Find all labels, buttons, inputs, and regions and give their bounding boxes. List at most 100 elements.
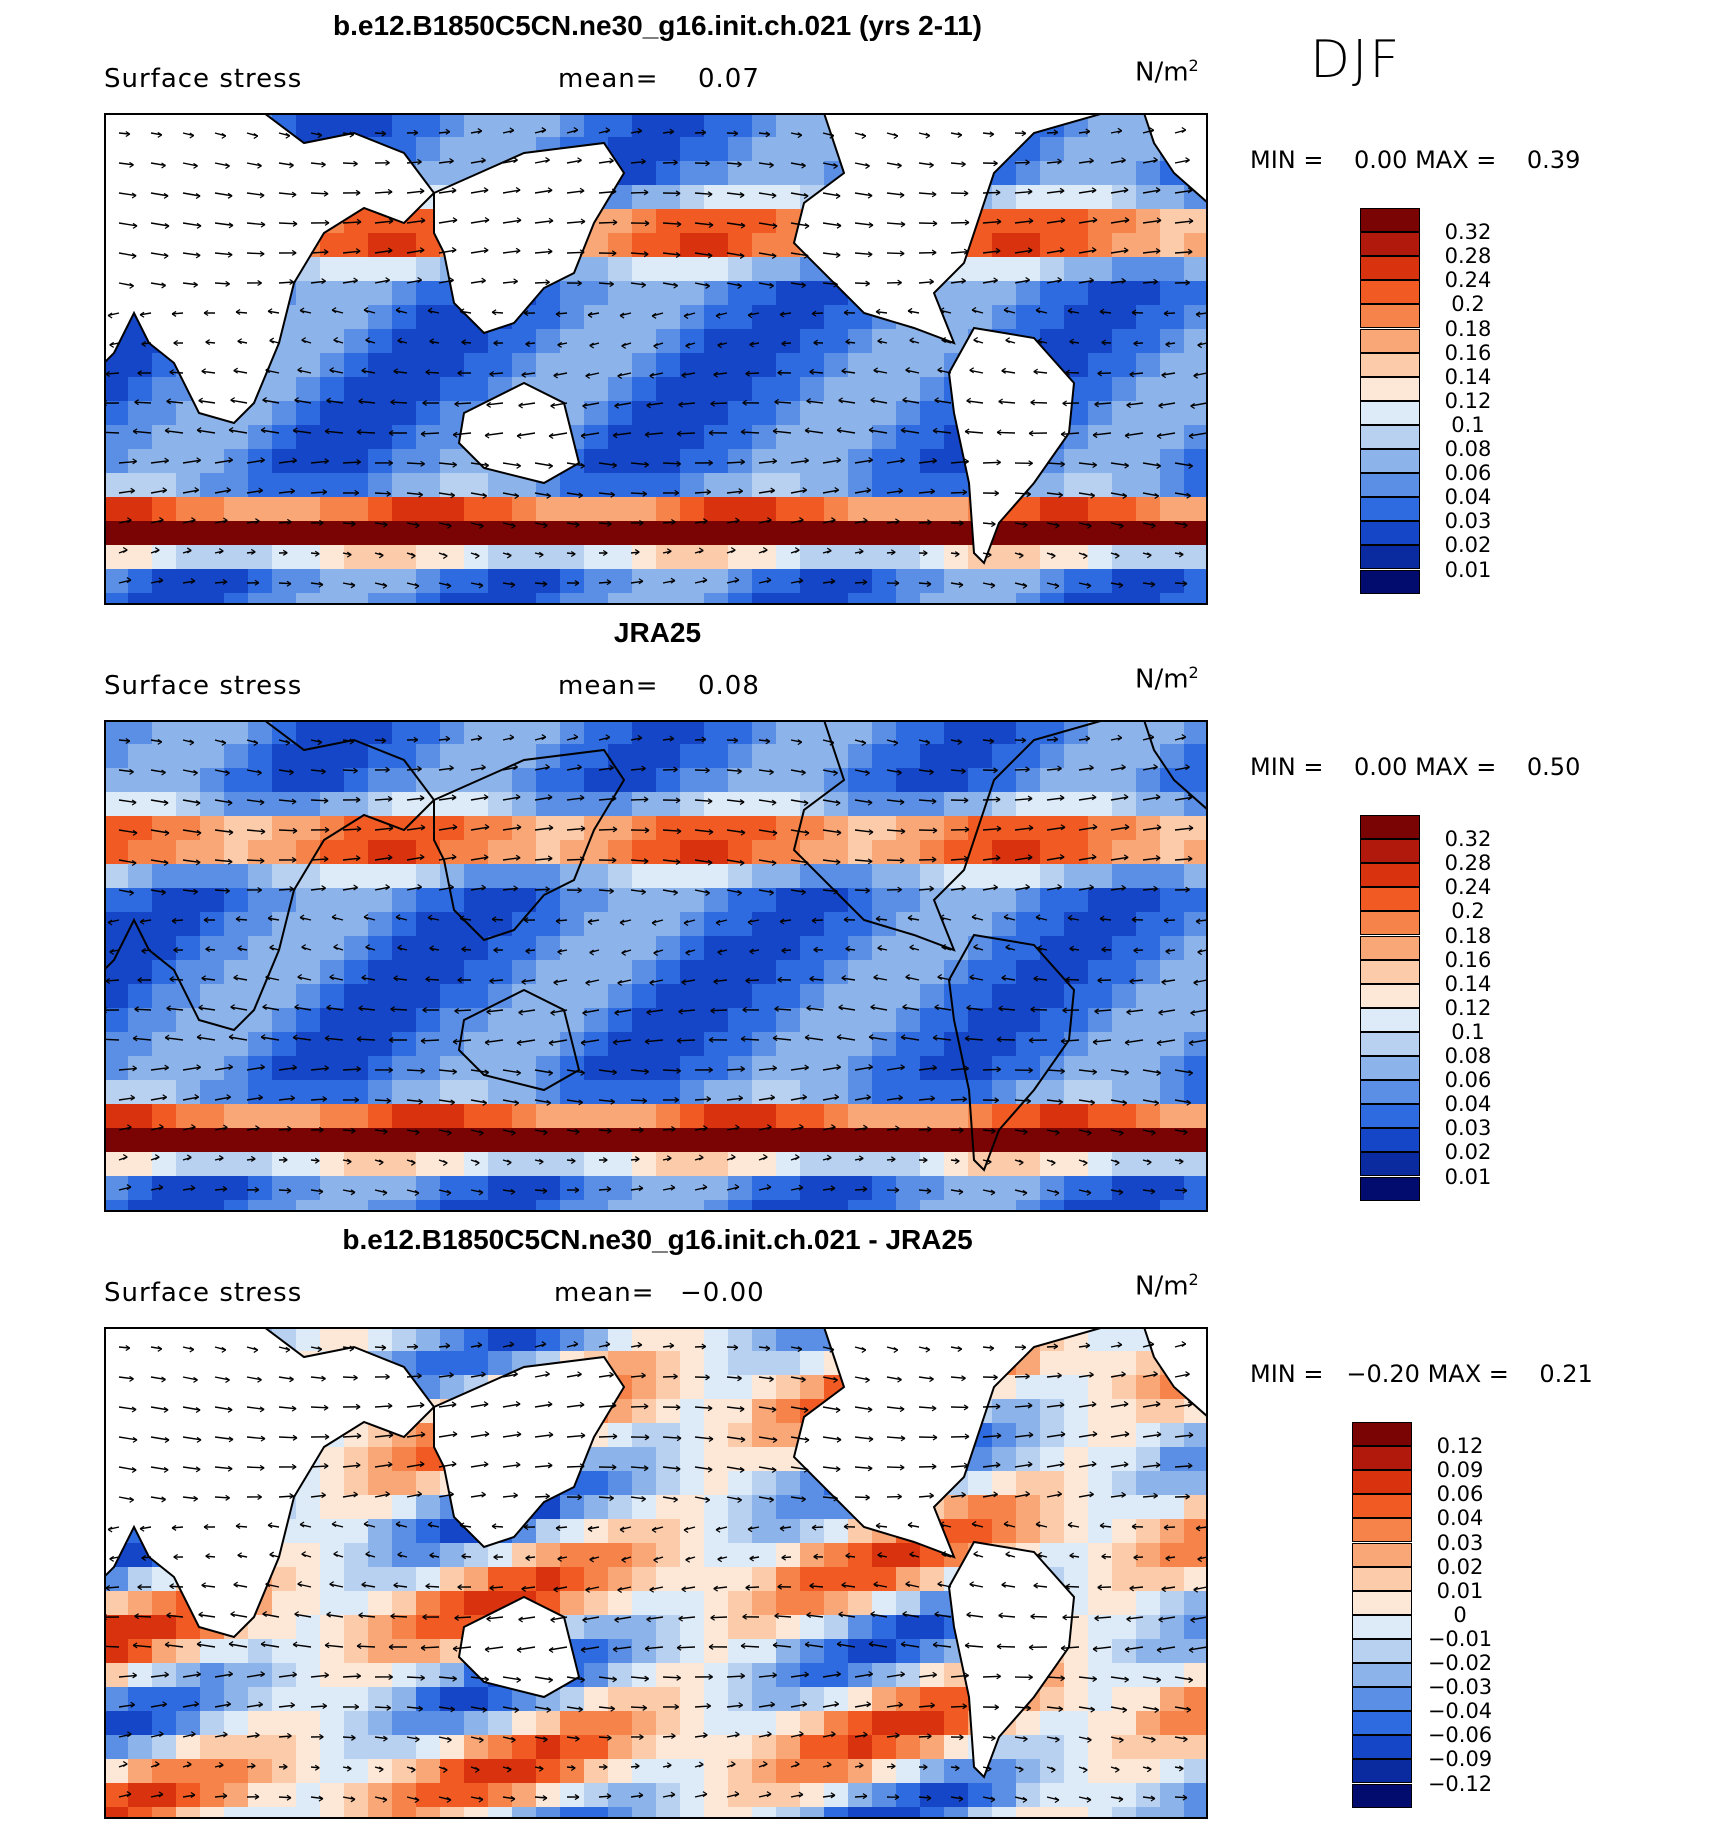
- colorbar-label: 0.04: [1444, 1092, 1492, 1117]
- colorbar-label: 0.1: [1451, 1019, 1485, 1044]
- colorbar-box: [1352, 1590, 1412, 1615]
- panel-2-mean-label: mean=: [558, 671, 659, 701]
- colorbar-label: 0.12: [1444, 995, 1492, 1020]
- land-mass: [457, 1595, 581, 1699]
- colorbar-label: 0.06: [1444, 461, 1492, 486]
- colorbar-label: 0.02: [1436, 1554, 1484, 1579]
- panel-3-mean-label: mean=: [554, 1278, 655, 1308]
- land-mass: [104, 1327, 436, 1639]
- colorbar-box: [1352, 1566, 1412, 1591]
- min-label: MIN =: [1250, 1360, 1324, 1388]
- max-value: 0.21: [1539, 1360, 1593, 1388]
- colorbar-box: [1352, 1735, 1412, 1760]
- colorbar-box: [1360, 839, 1420, 864]
- colorbar-label: 0.14: [1444, 971, 1492, 996]
- panel-3-colorbar: 0.12 0.09 0.06 0.04 0.03 0.02 0.01 0 −0.01 −0.02−…: [1352, 1422, 1492, 1808]
- colorbar-box: [1360, 1007, 1420, 1032]
- max-value: 0.39: [1526, 146, 1581, 174]
- colorbar-box: [1360, 497, 1420, 522]
- colorbar-box: [1360, 863, 1420, 888]
- colorbar-label: 0.12: [1444, 388, 1492, 413]
- map-frame: [104, 113, 1208, 605]
- colorbar-box: [1360, 521, 1420, 546]
- colorbar-box: [1352, 1687, 1412, 1712]
- colorbar-label: −0.03: [1427, 1675, 1493, 1700]
- colorbar-box: [1352, 1446, 1412, 1471]
- panel-2-variable: Surface stress: [104, 671, 303, 701]
- colorbar-label: 0.16: [1444, 340, 1492, 365]
- colorbar-label: 0.16: [1444, 947, 1492, 972]
- max-label: MAX =: [1427, 1360, 1509, 1388]
- colorbar-box: [1352, 1422, 1412, 1446]
- colorbar-label: 0.08: [1444, 437, 1492, 461]
- coastline: [104, 720, 436, 1032]
- panel-3-variable: Surface stress: [104, 1278, 303, 1308]
- colorbar-box: [1360, 815, 1420, 839]
- colorbar-box: [1360, 545, 1420, 570]
- colorbar-box: [1360, 449, 1420, 473]
- land-mass: [1142, 1327, 1208, 1419]
- colorbar-box: [1360, 256, 1420, 281]
- panel-1-units: N/m2: [1135, 56, 1199, 88]
- land-mass: [1142, 113, 1208, 205]
- colorbar-label: 0.28: [1444, 851, 1492, 876]
- colorbar-label: −0.01: [1427, 1626, 1493, 1651]
- min-value: 0.00: [1354, 146, 1408, 174]
- colorbar-label: 0.24: [1444, 268, 1492, 293]
- colorbar-label: −0.06: [1427, 1723, 1493, 1748]
- colorbar-box: [1360, 424, 1420, 449]
- colorbar-label: −0.09: [1427, 1747, 1493, 1772]
- land-mass: [947, 326, 1076, 565]
- max-label: MAX =: [1415, 753, 1497, 781]
- colorbar-box: [1352, 1614, 1412, 1639]
- stress-vectors: [104, 127, 1208, 590]
- panel-2-colorbar: 0.32 0.28 0.24 0.2 0.18 0.16 0.14 0.12 0.1 0.08 0.…: [1360, 815, 1491, 1201]
- colorbar-label: 0.08: [1444, 1044, 1492, 1068]
- colorbar-box: [1360, 959, 1420, 984]
- panel-3-units: N/m2: [1135, 1270, 1199, 1302]
- colorbar-box: [1360, 569, 1420, 594]
- map-canvas: [104, 720, 1208, 1212]
- land-mass: [644, 1327, 1105, 1559]
- colorbar-box: [1360, 328, 1420, 353]
- colorbar-box: [1352, 1542, 1412, 1567]
- panel-1-mean-value: 0.07: [698, 64, 760, 94]
- colorbar-label: 0.04: [1436, 1506, 1484, 1531]
- season-label: DJF: [1310, 30, 1402, 90]
- panel-2-title: JRA25: [613, 617, 702, 648]
- colorbar-box: [1352, 1783, 1412, 1808]
- panel-2-map: [104, 720, 1208, 1212]
- panel-1-colorbar: 0.32 0.28 0.24 0.2 0.18 0.16 0.14 0.12 0.1 0.08 0.…: [1360, 208, 1491, 594]
- panel-1-map: [104, 113, 1208, 605]
- colorbar-label: 0.06: [1436, 1482, 1484, 1507]
- colorbar-box: [1360, 1031, 1420, 1056]
- panel-3-map: [104, 1327, 1208, 1819]
- coastline: [433, 748, 626, 942]
- colorbar-label: 0.04: [1444, 485, 1492, 510]
- colorbar-box: [1360, 232, 1420, 257]
- colorbar-label: 0.03: [1444, 1116, 1492, 1141]
- colorbar-box: [1360, 983, 1420, 1008]
- colorbar-box: [1352, 1663, 1412, 1687]
- colorbar-label: 0.06: [1444, 1068, 1492, 1093]
- colorbar-label: 0.1: [1451, 412, 1485, 437]
- land-mass: [947, 1540, 1076, 1779]
- colorbar-label: 0.2: [1451, 899, 1485, 924]
- colorbar-label: 0.18: [1444, 923, 1492, 948]
- map-canvas: [104, 113, 1208, 605]
- stress-vectors: [104, 734, 1208, 1197]
- colorbar-box: [1360, 304, 1420, 329]
- colorbar-label: 0.28: [1444, 244, 1492, 269]
- colorbar-label: 0.02: [1444, 1140, 1492, 1165]
- colorbar-label: 0: [1453, 1602, 1467, 1627]
- map-frame: [104, 720, 1208, 1212]
- colorbar-label: 0.03: [1436, 1530, 1484, 1555]
- panel-3-minmax: MIN = −0.20 MAX = 0.21: [1250, 1360, 1593, 1388]
- colorbar-box: [1360, 1128, 1420, 1153]
- colorbar-box: [1352, 1711, 1412, 1736]
- colorbar-box: [1360, 1056, 1420, 1080]
- colorbar-label: −0.02: [1427, 1651, 1493, 1675]
- colorbar-label: 0.03: [1444, 509, 1492, 534]
- min-value: −0.20: [1346, 1360, 1420, 1388]
- panel-2-mean-value: 0.08: [698, 671, 760, 701]
